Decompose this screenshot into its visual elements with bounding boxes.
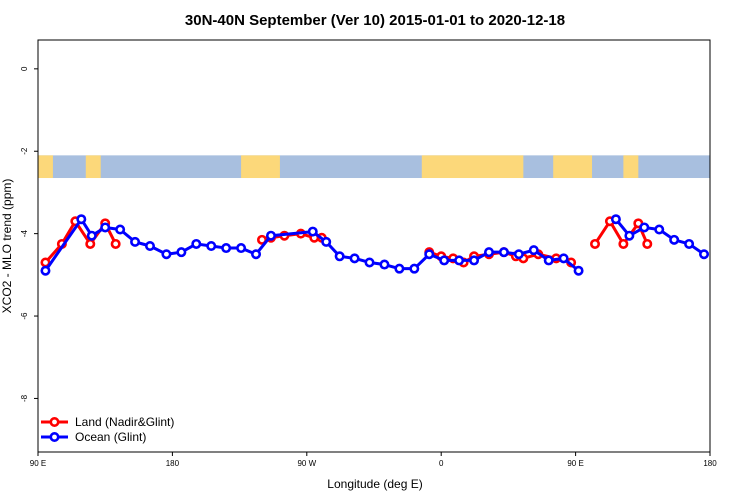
x-tick-label: 90 E bbox=[567, 459, 583, 468]
ocean-point bbox=[513, 249, 524, 260]
map-land-1 bbox=[85, 155, 101, 179]
ocean-point bbox=[684, 238, 695, 249]
ocean-point bbox=[624, 230, 635, 241]
ocean-point bbox=[86, 230, 97, 241]
ocean-point bbox=[100, 222, 111, 233]
y-axis: 0 -2 -4 -6 -8 bbox=[20, 66, 38, 402]
ocean-point bbox=[379, 259, 390, 270]
ocean-series-line bbox=[44, 217, 580, 272]
world-map-strip bbox=[38, 155, 710, 179]
ocean-point bbox=[543, 255, 554, 266]
legend-ocean-label: Ocean (Glint) bbox=[75, 430, 146, 444]
map-land-5 bbox=[623, 155, 639, 179]
x-axis: 90 E 180 90 W 0 90 E 180 bbox=[30, 452, 717, 468]
ocean-point bbox=[364, 257, 375, 268]
ocean-point bbox=[528, 245, 539, 256]
chart-title: 30N-40N September (Ver 10) 2015-01-01 to… bbox=[185, 12, 565, 29]
ocean-point bbox=[115, 224, 126, 235]
ocean-point bbox=[161, 249, 172, 260]
ocean-point bbox=[321, 236, 332, 247]
land-point bbox=[110, 238, 121, 249]
x-axis-label: Longitude (deg E) bbox=[327, 477, 422, 491]
y-tick-label: 0 bbox=[20, 66, 29, 71]
y-tick-label: -6 bbox=[20, 312, 29, 320]
ocean-point bbox=[454, 255, 465, 266]
land-point bbox=[85, 238, 96, 249]
ocean-point bbox=[40, 265, 51, 276]
x-tick-label: 90 W bbox=[297, 459, 316, 468]
land-point bbox=[642, 238, 653, 249]
ocean-point bbox=[265, 230, 276, 241]
x-tick-label: 180 bbox=[703, 459, 717, 468]
series-layer bbox=[40, 214, 710, 276]
ocean-point bbox=[439, 255, 450, 266]
ocean-point bbox=[394, 263, 405, 274]
map-ocean bbox=[38, 155, 710, 179]
x-tick-label: 0 bbox=[439, 459, 444, 468]
map-land-0 bbox=[38, 155, 53, 179]
x-tick-label: 180 bbox=[166, 459, 180, 468]
ocean-point bbox=[469, 255, 480, 266]
ocean-point bbox=[424, 249, 435, 260]
ocean-point bbox=[483, 247, 494, 258]
ocean-point bbox=[349, 253, 360, 264]
ocean-point bbox=[699, 249, 710, 260]
ocean-point bbox=[236, 243, 247, 254]
ocean-point bbox=[498, 247, 509, 258]
ocean-point bbox=[251, 249, 262, 260]
ocean-point bbox=[610, 214, 621, 225]
ocean-point bbox=[654, 224, 665, 235]
map-land-2 bbox=[241, 155, 280, 179]
legend-ocean-marker bbox=[49, 431, 60, 442]
ocean-point bbox=[191, 238, 202, 249]
map-land-4 bbox=[553, 155, 593, 179]
land-point bbox=[618, 238, 629, 249]
y-tick-label: -2 bbox=[20, 147, 29, 155]
ocean-point bbox=[76, 214, 87, 225]
y-axis-label: XCO2 - MLO trend (ppm) bbox=[0, 179, 14, 314]
land-point bbox=[256, 234, 267, 245]
land-point bbox=[590, 238, 601, 249]
ocean-point bbox=[639, 222, 650, 233]
ocean-point bbox=[145, 241, 156, 252]
y-tick-label: -4 bbox=[20, 230, 29, 238]
ocean-point bbox=[206, 241, 217, 252]
ocean-point bbox=[558, 253, 569, 264]
ocean-point bbox=[307, 226, 318, 237]
map-land-3 bbox=[421, 155, 524, 179]
ocean-point bbox=[221, 243, 232, 254]
legend-land-marker bbox=[49, 416, 60, 427]
y-tick-label: -8 bbox=[20, 394, 29, 402]
legend-land-label: Land (Nadir&Glint) bbox=[75, 415, 174, 429]
plot-frame bbox=[37, 39, 711, 453]
ocean-point bbox=[334, 251, 345, 262]
ocean-point bbox=[573, 265, 584, 276]
ocean-point bbox=[669, 234, 680, 245]
ocean-point bbox=[176, 247, 187, 258]
legend: Land (Nadir&Glint) Ocean (Glint) bbox=[41, 415, 174, 444]
ocean-point bbox=[130, 236, 141, 247]
ocean-point bbox=[409, 263, 420, 274]
x-tick-label: 90 E bbox=[30, 459, 46, 468]
